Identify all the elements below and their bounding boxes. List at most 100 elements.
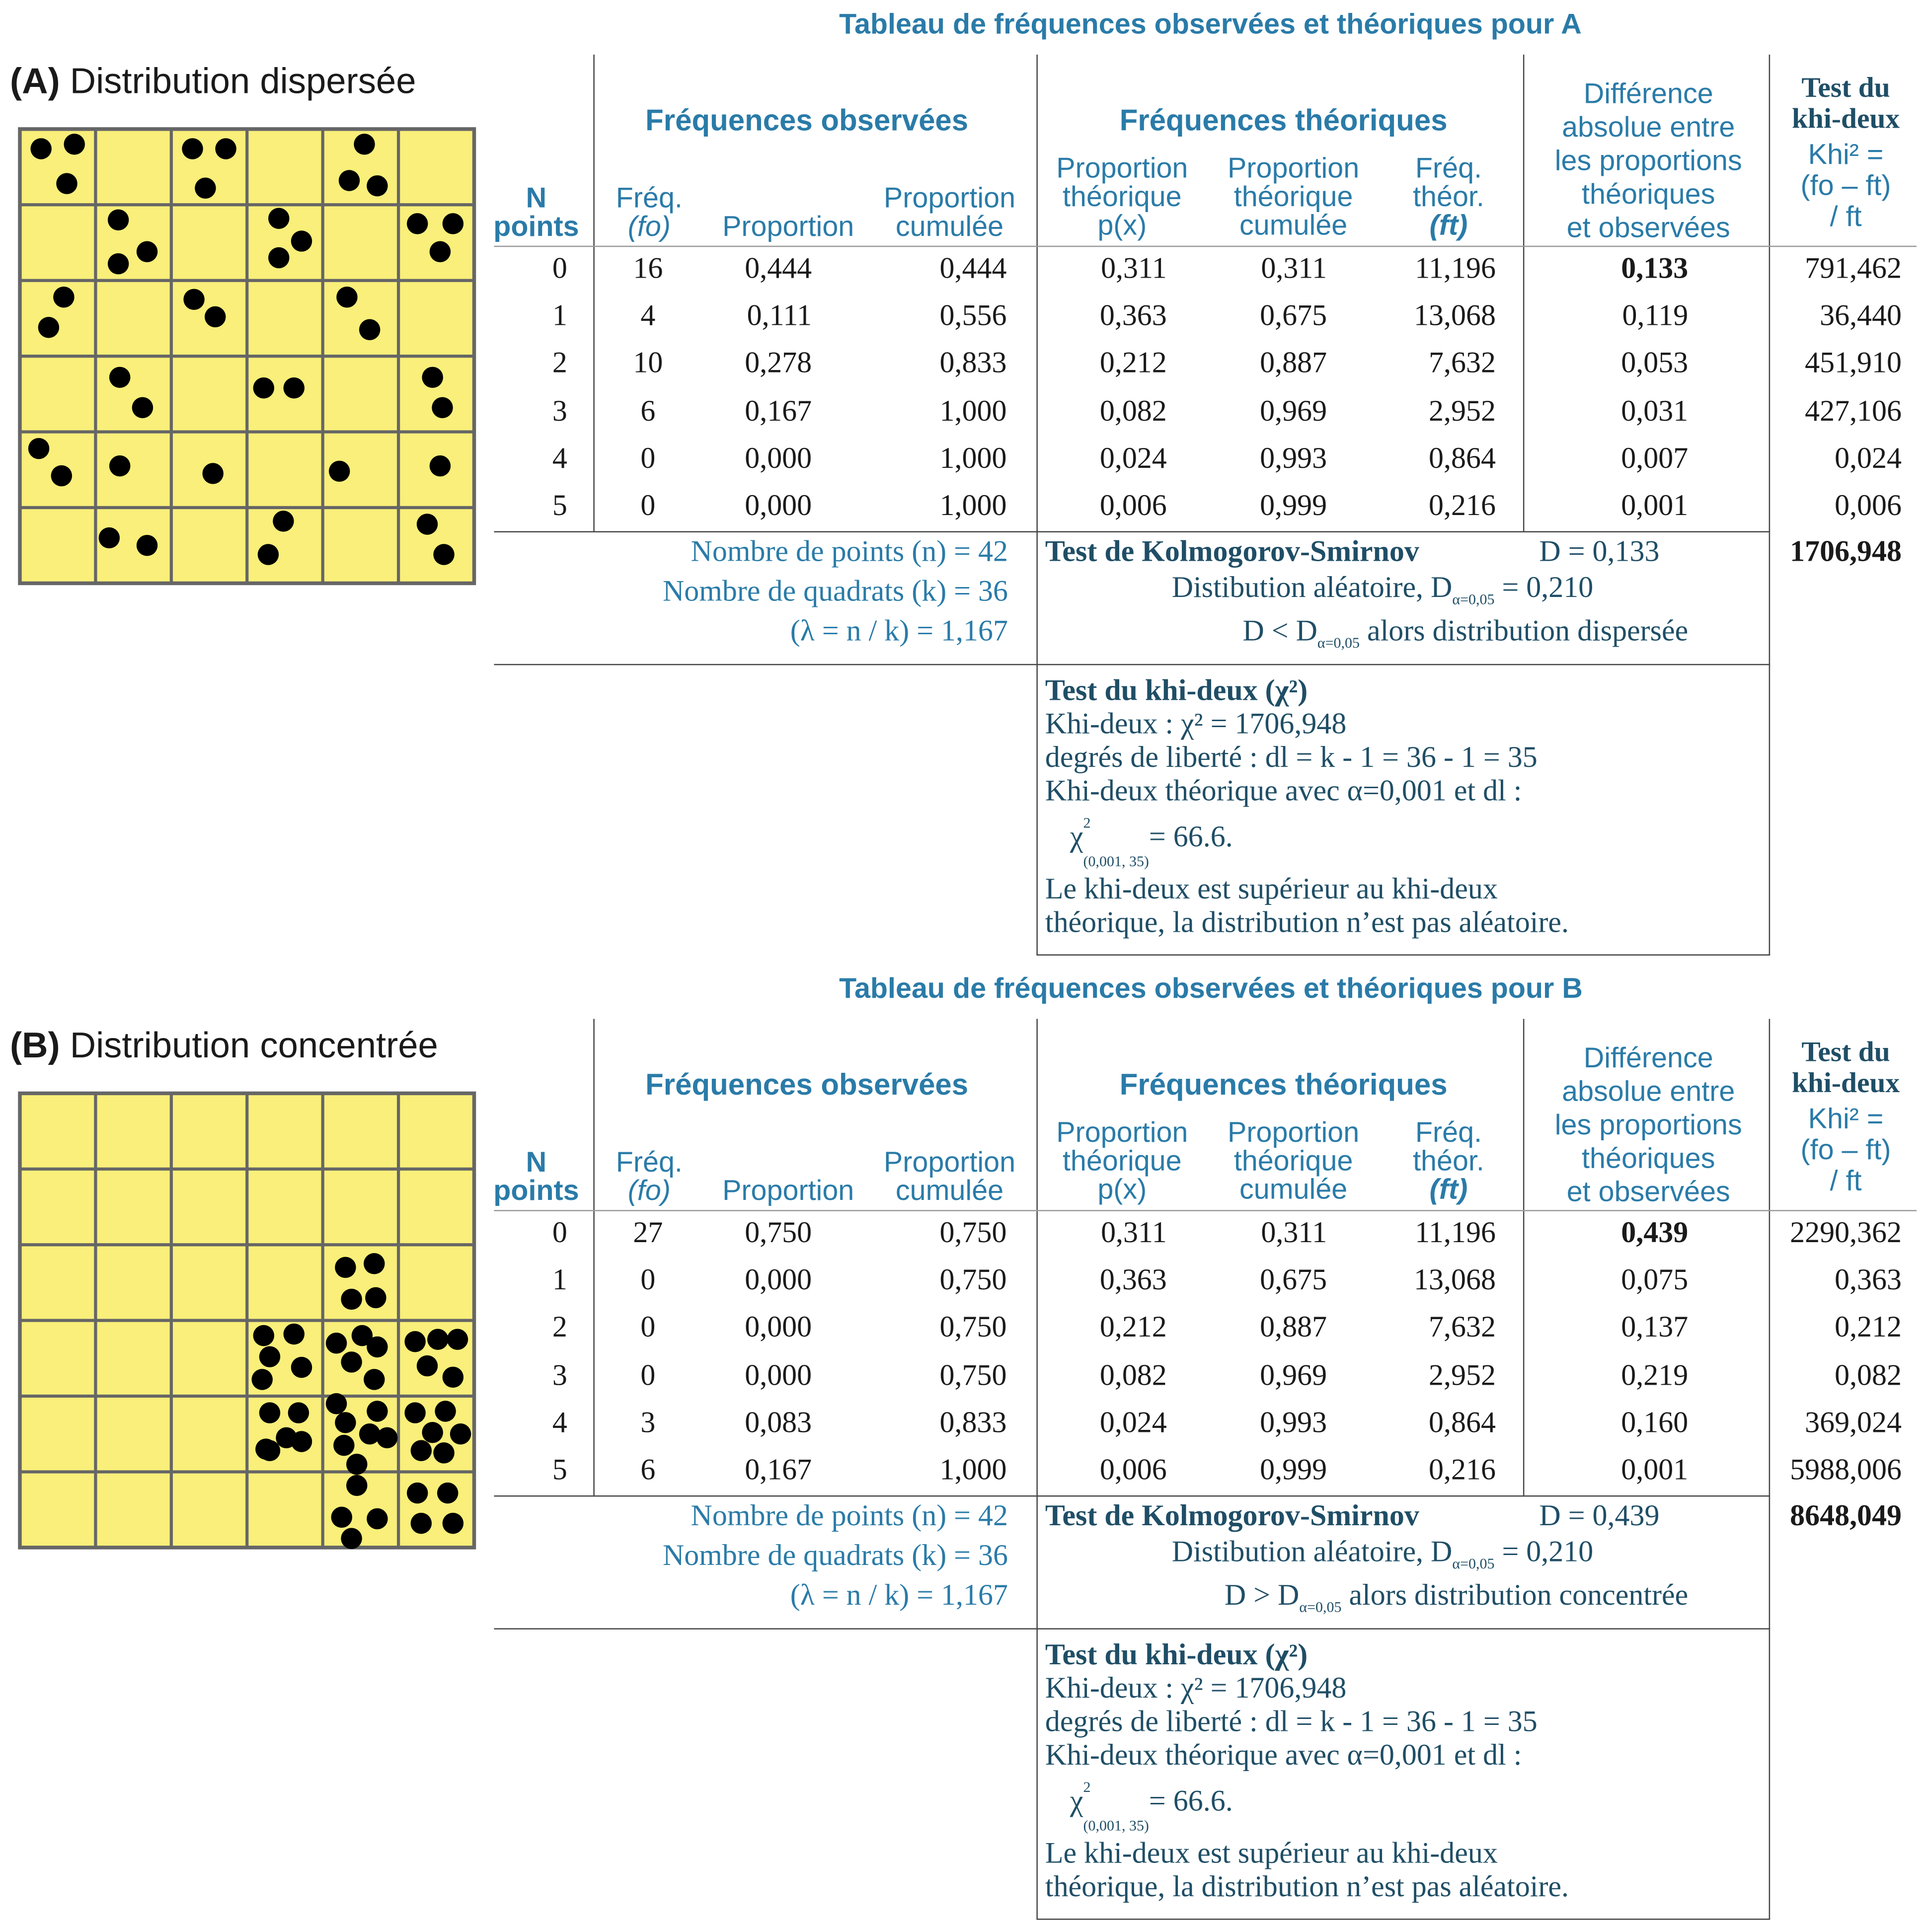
summary-n-quadrats: Nombre de quadrats (k) = 36 — [662, 1540, 1008, 1572]
cell-khi: 0,212 — [1835, 1312, 1902, 1345]
point-dot — [376, 1427, 398, 1449]
cell-ft: 2,952 — [1429, 1359, 1496, 1392]
cell-n: 3 — [552, 395, 567, 428]
header-freq-fo: Fréq. (fo) — [616, 1145, 683, 1206]
point-dot — [259, 1402, 281, 1423]
summary-n-points: Nombre de points (n) = 42 — [691, 1500, 1008, 1533]
chi-square-total: 1706,948 — [1790, 536, 1902, 569]
point-dot — [341, 1288, 362, 1310]
cell-prop: 0,083 — [745, 1407, 812, 1439]
separator — [1769, 54, 1770, 956]
cell-pcum: 0,675 — [1260, 1264, 1327, 1297]
ks-random-threshold: Distibution aléatoire, Dα=0,05 = 0,210 — [1171, 572, 1594, 608]
cell-n: 0 — [552, 1217, 567, 1250]
table-bottom-rule — [494, 1495, 1770, 1497]
cell-fo: 0 — [640, 443, 656, 475]
cell-px: 0,006 — [1099, 490, 1167, 522]
cell-cum: 1,000 — [939, 490, 1007, 522]
point-dot — [53, 286, 75, 308]
point-dot — [253, 1325, 275, 1346]
point-dot — [268, 247, 290, 269]
cell-cum: 0,556 — [939, 300, 1007, 333]
point-dot — [410, 1512, 432, 1534]
point-dot — [325, 1333, 347, 1354]
point-dot — [437, 1482, 459, 1504]
header-freq-observed: Fréquences observées — [645, 1068, 969, 1102]
cell-khi: 0,006 — [1835, 490, 1902, 522]
point-dot — [351, 1325, 373, 1346]
separator — [1769, 1019, 1770, 1920]
point-dot — [416, 514, 438, 535]
cell-pcum: 0,887 — [1260, 1312, 1327, 1345]
point-dot — [406, 213, 428, 234]
cell-prop: 0,167 — [745, 1454, 812, 1487]
ks-d-value: D = 0,133 — [1539, 536, 1660, 569]
cell-fo: 27 — [633, 1217, 663, 1250]
chi-line-2: degrés de liberté : dl = k - 1 = 36 - 1 … — [1045, 742, 1538, 775]
point-dot — [365, 1287, 386, 1309]
quadrat-grid — [18, 1091, 476, 1550]
point-dot — [367, 1508, 388, 1530]
cell-ft: 13,068 — [1414, 1264, 1496, 1297]
point-dot — [259, 1346, 281, 1368]
chi-critical-value: χ 2 (0,001, 35)= 66.6. — [1070, 814, 1233, 870]
point-dot — [359, 319, 381, 341]
cell-pcum: 0,969 — [1260, 1359, 1327, 1392]
point-dot — [215, 138, 236, 159]
point-dot — [354, 134, 375, 155]
point-dot — [404, 1402, 426, 1423]
point-dot — [98, 527, 120, 549]
quadrat-grid — [18, 127, 476, 586]
cell-pcum: 0,999 — [1260, 490, 1327, 522]
summary-n-quadrats: Nombre de quadrats (k) = 36 — [662, 576, 1008, 608]
chi-conclusion-1: Le khi-deux est supérieur au khi-deux — [1045, 874, 1498, 906]
chi-conclusion-2: théorique, la distribution n’est pas alé… — [1045, 907, 1569, 940]
separator — [1036, 54, 1038, 956]
cell-cum: 0,750 — [939, 1264, 1007, 1297]
cell-prop: 0,000 — [745, 490, 812, 522]
header-theoretical-cumulative: Proportion théorique cumulée — [1228, 1115, 1360, 1205]
point-dot — [447, 1329, 468, 1350]
point-dot — [30, 138, 52, 159]
chi-square-total: 8648,049 — [1790, 1500, 1902, 1533]
cell-diff: 0,219 — [1621, 1359, 1689, 1392]
cell-pcum: 0,969 — [1260, 395, 1327, 428]
cell-n: 5 — [552, 1454, 567, 1487]
cell-fo: 3 — [640, 1407, 656, 1439]
point-dot — [183, 289, 205, 310]
point-dot — [338, 170, 360, 191]
point-dot — [433, 1442, 455, 1464]
point-dot — [442, 1512, 464, 1534]
chi-conclusion-2: théorique, la distribution n’est pas alé… — [1045, 1871, 1569, 1904]
point-dot — [367, 1401, 388, 1422]
cell-ft: 2,952 — [1429, 395, 1496, 428]
separator — [593, 54, 595, 531]
ks-title: Test de Kolmogorov-Smirnov — [1045, 1500, 1419, 1533]
cell-diff: 0,439 — [1621, 1217, 1689, 1250]
panel-label: (B) — [9, 1026, 60, 1066]
chi-box-bottom-rule — [1036, 954, 1770, 956]
point-dot — [335, 1412, 356, 1433]
cell-ft: 13,068 — [1414, 300, 1496, 333]
point-dot — [422, 367, 443, 388]
chi-critical-value: χ 2 (0,001, 35)= 66.6. — [1070, 1778, 1233, 1834]
cell-fo: 6 — [640, 395, 656, 428]
header-rule — [494, 1210, 1917, 1211]
header-freq-theoretical: Fréquences théoriques — [1119, 1068, 1448, 1102]
separator — [593, 1019, 595, 1495]
point-dot — [367, 175, 388, 197]
cell-prop: 0,444 — [745, 253, 812, 286]
point-dot — [283, 377, 305, 399]
cell-prop: 0,000 — [745, 1264, 812, 1297]
point-dot — [136, 534, 158, 556]
cell-px: 0,311 — [1101, 253, 1167, 286]
point-dot — [251, 1369, 273, 1390]
cell-pcum: 0,311 — [1261, 1217, 1327, 1250]
point-dot — [435, 1401, 456, 1422]
point-dot — [450, 1423, 471, 1445]
cell-khi: 5988,006 — [1790, 1454, 1902, 1487]
ks-d-value: D = 0,439 — [1539, 1500, 1660, 1533]
cell-diff: 0,001 — [1621, 490, 1689, 522]
ks-conclusion: D < Dα=0,05 alors distribution dispersée — [1242, 615, 1689, 652]
